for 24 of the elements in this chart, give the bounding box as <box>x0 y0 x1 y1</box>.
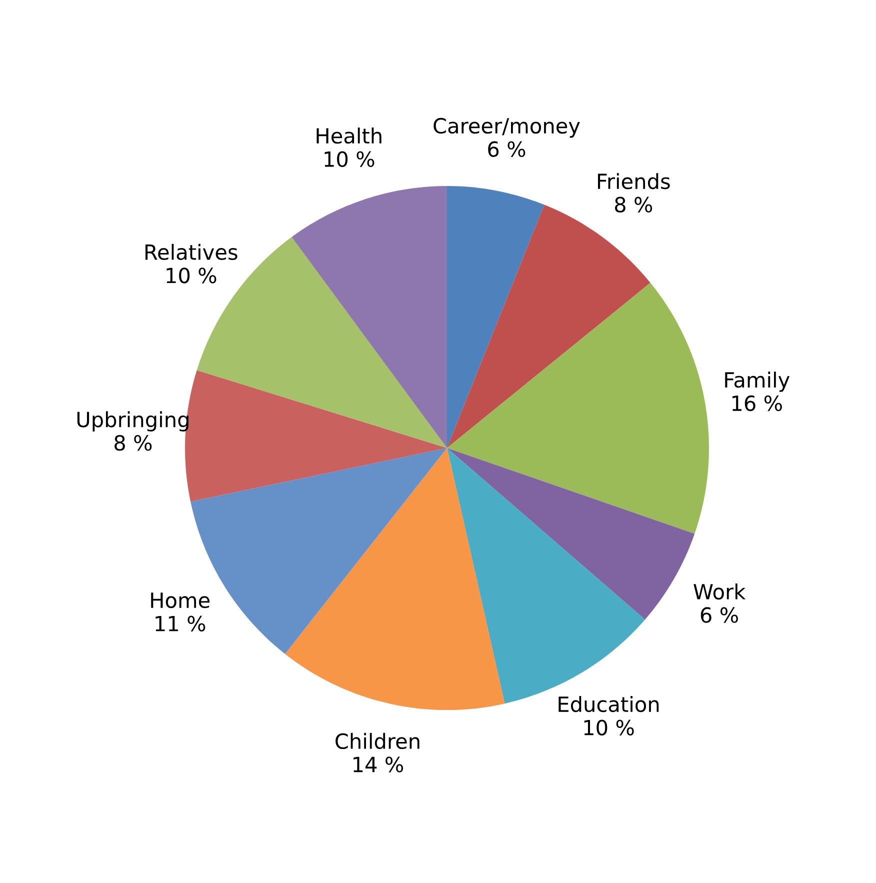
data-label: 14 % <box>354 756 404 772</box>
pie-slice <box>285 448 505 710</box>
slice-label: Family <box>725 372 790 392</box>
data-label: 6 % <box>700 607 738 623</box>
data-label: 10 % <box>166 268 216 284</box>
data-label: 11 % <box>156 616 206 632</box>
pie-slice <box>447 186 544 448</box>
data-label: 10 % <box>584 720 634 736</box>
data-label: 16 % <box>732 395 782 412</box>
slice-label: Health <box>316 128 382 144</box>
pie-slice <box>292 186 447 448</box>
pie-slice <box>447 448 695 620</box>
slice-label: Home <box>151 592 210 608</box>
slice-label: Friends <box>598 173 670 190</box>
data-label: 8 % <box>114 434 152 451</box>
data-label: 8 % <box>614 196 652 213</box>
pie-slice <box>447 282 709 534</box>
slice-label: Children <box>336 732 420 750</box>
data-label: 6 % <box>488 141 526 157</box>
data-label: 10 % <box>324 151 374 168</box>
slice-label: Career/money <box>434 118 580 138</box>
slice-label: Work <box>694 583 746 600</box>
slice-label: Relatives <box>146 244 238 260</box>
slice-label: Education <box>558 696 659 712</box>
